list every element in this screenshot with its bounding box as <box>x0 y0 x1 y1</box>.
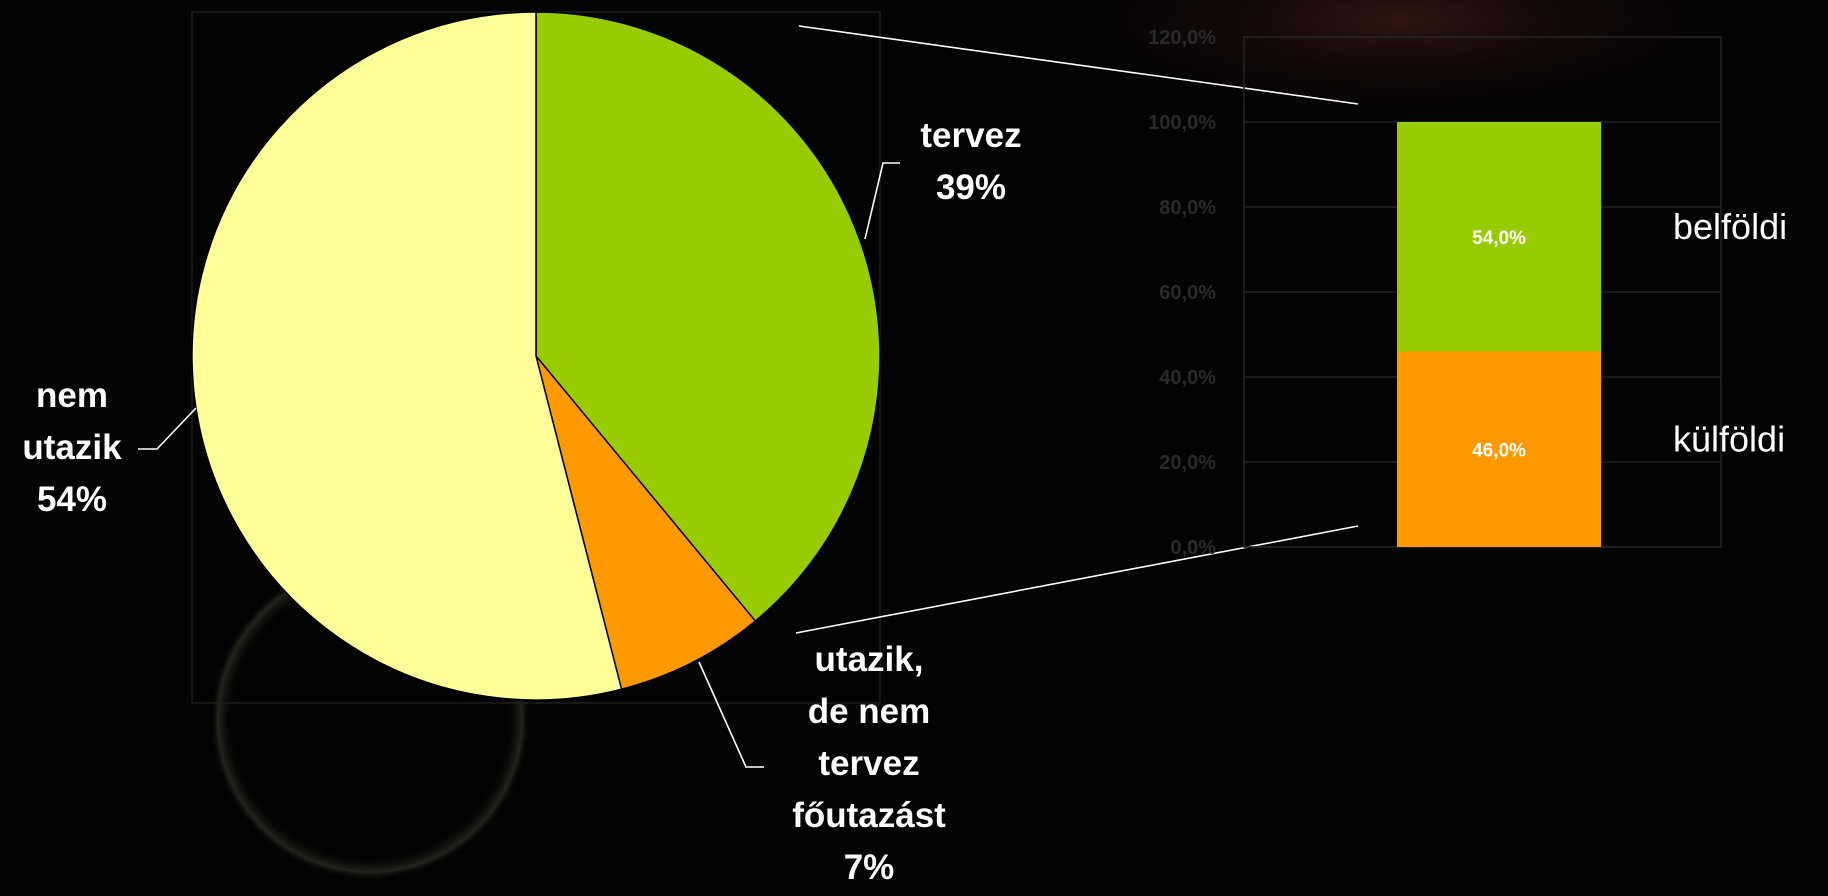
bar-segment <box>1397 351 1601 547</box>
y-tick-label: 40,0% <box>1159 367 1216 389</box>
y-tick-label: 120,0% <box>1148 27 1216 49</box>
y-tick-label: 80,0% <box>1159 197 1216 219</box>
pie-slice <box>535 11 881 623</box>
pie-slice <box>535 355 757 691</box>
leader-line <box>138 407 197 450</box>
bar-segment <box>1397 122 1601 352</box>
leader-line <box>698 661 764 768</box>
pie-label: nem utazik 54% <box>7 370 137 526</box>
category-label: tervez <box>920 116 1022 155</box>
series-label: belföldi <box>1673 206 1787 247</box>
series-label: külföldi <box>1673 418 1785 459</box>
bar-chart: 0,0% 20,0% 40,0% 60,0% 80,0% 100,0% 120,0% 46,0… <box>1148 27 1787 559</box>
pie-label: utazik, de nem tervez főutazást 7% <box>791 634 947 894</box>
pie <box>191 11 881 701</box>
value-label: 54% <box>36 480 108 519</box>
connector-line <box>798 25 1359 105</box>
glow <box>980 0 1820 140</box>
value-label: 39% <box>935 168 1007 207</box>
leader-line <box>864 162 900 240</box>
y-tick-label: 100,0% <box>1148 112 1216 134</box>
pie-label: tervez 39% <box>871 110 1071 214</box>
pie-slice <box>191 11 623 701</box>
value-label: 54,0% <box>1472 228 1526 249</box>
y-tick-label: 0,0% <box>1170 537 1216 559</box>
category-label: utazik, de nem tervez főutazást <box>792 640 946 835</box>
y-tick-label: 20,0% <box>1159 452 1216 474</box>
value-label: 46,0% <box>1472 440 1526 461</box>
category-label: nem utazik <box>22 376 122 467</box>
leader-lines <box>138 25 1359 768</box>
value-label: 7% <box>843 848 895 887</box>
connector-line <box>795 525 1359 634</box>
y-tick-label: 60,0% <box>1159 282 1216 304</box>
